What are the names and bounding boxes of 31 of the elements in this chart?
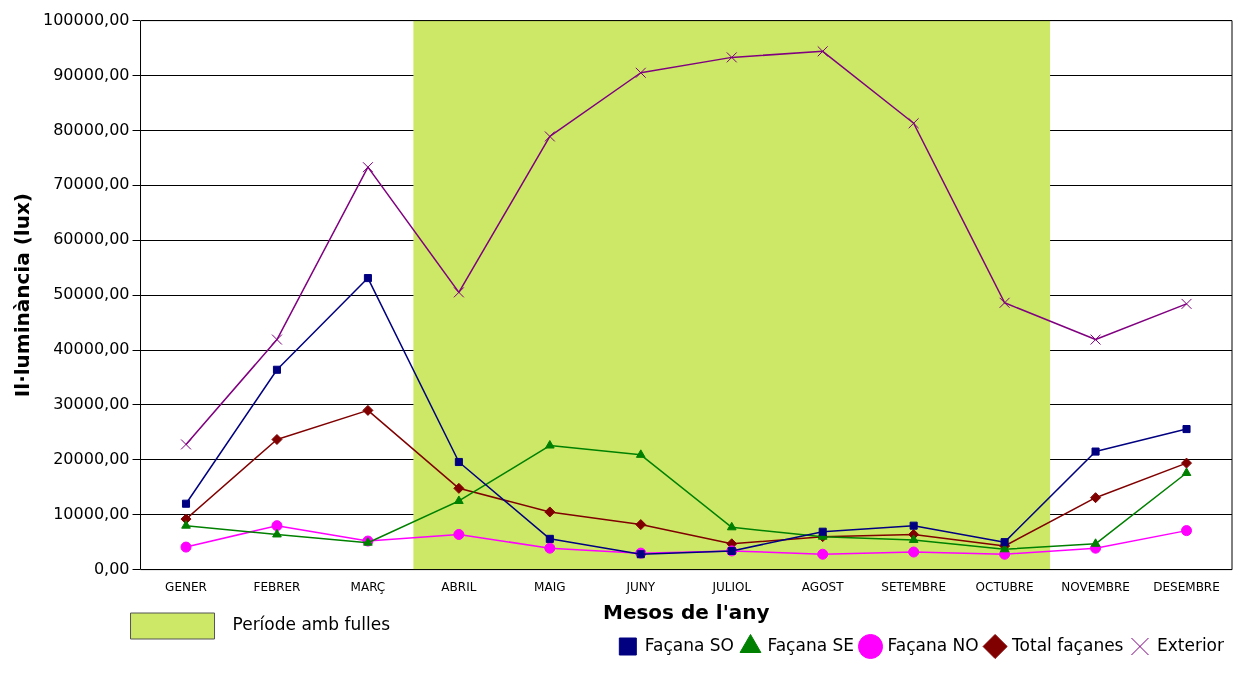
x-axis-title: Mesos de l'any bbox=[602, 600, 770, 625]
y-tick-label: 10000,00 bbox=[53, 503, 130, 523]
y-tick-label: 0,00 bbox=[93, 558, 130, 578]
y-tick-label: 50000,00 bbox=[53, 284, 130, 304]
x-tick-label: SETEMBRE bbox=[881, 579, 946, 594]
y-tick-label: 60000,00 bbox=[53, 229, 130, 249]
y-tick-label: 70000,00 bbox=[53, 174, 130, 194]
x-tick-label: OCTUBRE bbox=[975, 579, 1034, 594]
y-tick-label: 30000,00 bbox=[53, 394, 130, 414]
x-tick-label: AGOST bbox=[801, 579, 845, 594]
x-tick-label: NOVEMBRE bbox=[1061, 579, 1130, 594]
y-axis-title: Il·luminància (lux) bbox=[10, 193, 35, 398]
legend-label: Façana SE bbox=[767, 634, 855, 655]
legend-label: Façana NO bbox=[887, 634, 979, 655]
x-tick-label: ABRIL bbox=[441, 579, 477, 594]
legend-label: Façana SO bbox=[644, 634, 734, 655]
y-tick-label: 90000,00 bbox=[53, 64, 130, 84]
x-tick-label: JUNY bbox=[625, 579, 656, 594]
y-tick-label: 20000,00 bbox=[53, 448, 130, 468]
x-tick-label: GENER bbox=[165, 579, 207, 594]
x-tick-label: FEBRER bbox=[253, 579, 301, 594]
legend-label: Període amb fulles bbox=[232, 614, 391, 635]
x-tick-label: JULIOL bbox=[711, 579, 752, 594]
x-tick-label: DESEMBRE bbox=[1153, 579, 1220, 594]
legend-label: Exterior bbox=[1156, 634, 1225, 655]
x-tick-label: MAIG bbox=[534, 579, 566, 594]
legend-label: Total façanes bbox=[1011, 634, 1124, 655]
x-tick-label: MARÇ bbox=[350, 579, 386, 594]
y-tick-label: 100000,00 bbox=[42, 9, 130, 29]
y-tick-label: 40000,00 bbox=[53, 339, 130, 359]
y-tick-label: 80000,00 bbox=[53, 119, 130, 139]
